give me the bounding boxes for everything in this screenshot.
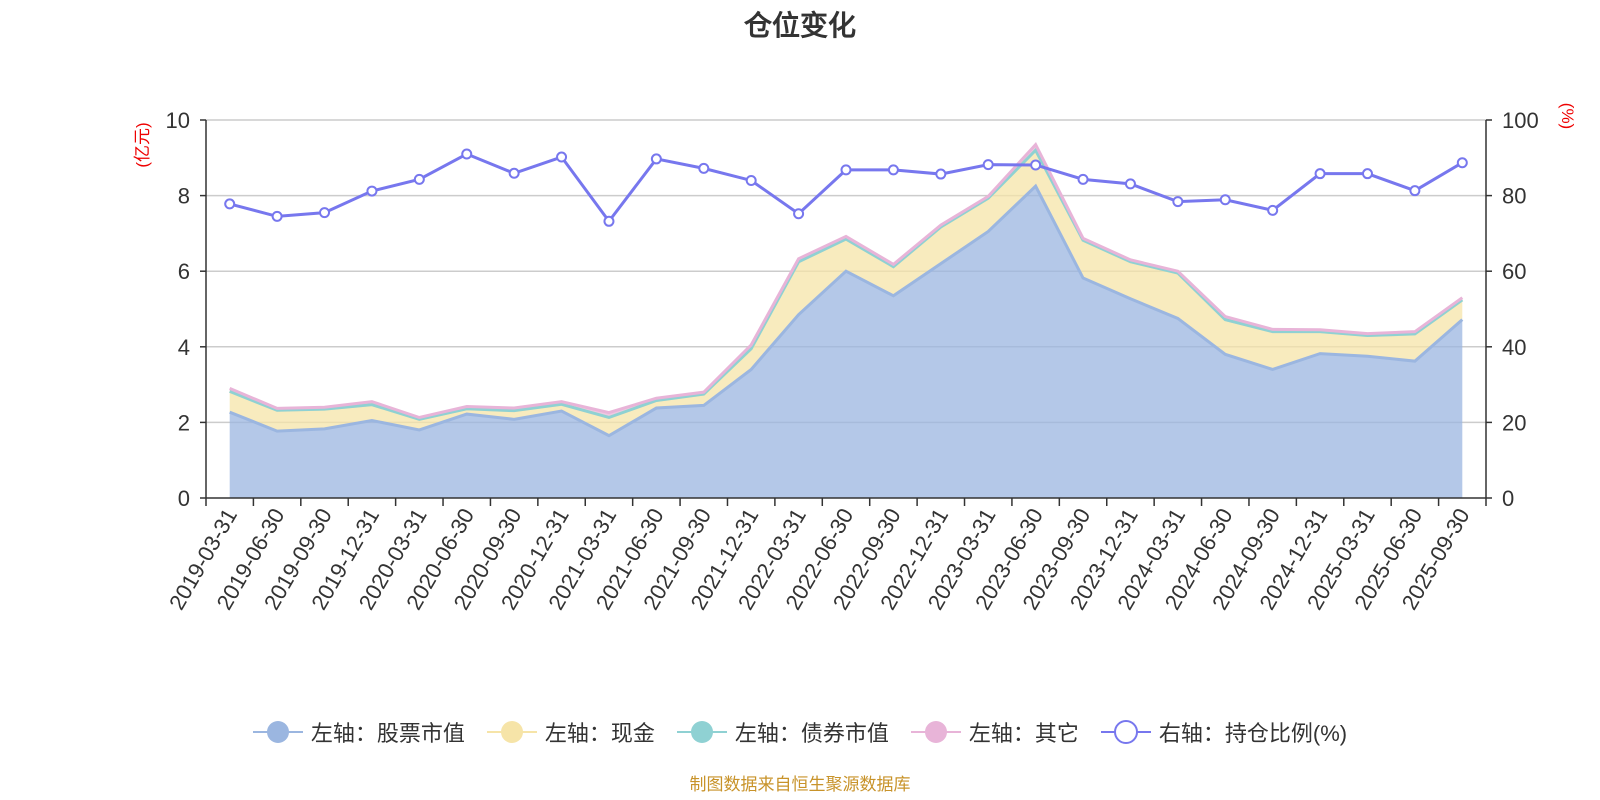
area-line-2 [229, 147, 1464, 421]
left-tick-label: 8 [178, 184, 190, 209]
ratio-point [556, 151, 568, 163]
ratio-point [461, 148, 473, 160]
legend-item[interactable]: 左轴：其它 [910, 716, 1079, 748]
area-line-0 [229, 183, 1464, 438]
legend-label: 左轴：股票市值 [310, 721, 465, 746]
ratio-point [1409, 185, 1421, 197]
ratio-point [1172, 196, 1184, 208]
ratio-point [887, 164, 899, 176]
left-tick-label: 6 [178, 259, 190, 284]
left-tick-label: 0 [178, 486, 190, 511]
legend-marker-icon [1100, 720, 1151, 744]
legend-label: 左轴：债券市值 [734, 721, 889, 746]
right-tick-label: 20 [1502, 410, 1526, 435]
legend-label: 右轴：持仓比例(%) [1158, 721, 1348, 746]
area-line-3 [229, 141, 1464, 420]
left-tick-label: 10 [166, 108, 190, 133]
right-tick-label: 40 [1502, 335, 1526, 360]
ratio-point [1267, 204, 1279, 216]
legend-item[interactable]: 左轴：现金 [486, 716, 655, 748]
legend-marker-icon [676, 721, 727, 743]
legend-label: 左轴：其它 [968, 721, 1079, 746]
stacked-areas [229, 144, 1463, 498]
left-tick-label: 2 [178, 410, 190, 435]
ratio-points [224, 148, 1468, 227]
legend-item[interactable]: 左轴：债券市值 [676, 716, 889, 748]
ratio-point [650, 153, 662, 165]
ratio-point [840, 164, 852, 176]
chart-title: 仓位变化 [743, 10, 856, 41]
ratio-point [1456, 157, 1468, 169]
left-tick-label: 4 [178, 335, 190, 360]
ratio-point [1314, 168, 1326, 180]
legend-item[interactable]: 左轴：股票市值 [252, 716, 465, 748]
right-tick-label: 0 [1502, 486, 1514, 511]
ratio-point [271, 210, 283, 222]
ratio-point [935, 168, 947, 180]
right-tick-label: 80 [1502, 184, 1526, 209]
ratio-point [1030, 159, 1042, 171]
ratio-point [982, 159, 994, 171]
ratio-point [224, 198, 236, 210]
ratio-point [1361, 168, 1373, 180]
ratio-point [366, 185, 378, 197]
legend-item[interactable]: 右轴：持仓比例(%) [1100, 716, 1348, 748]
area-0 [229, 186, 1463, 498]
ratio-point [793, 208, 805, 220]
right-axis-label: (%) [1558, 103, 1577, 129]
right-tick-label: 60 [1502, 259, 1526, 284]
ratio-point [745, 174, 757, 186]
legend: 左轴：股票市值 左轴：现金 左轴：债券市值 左轴：其它 右轴：持仓比例(%) [0, 716, 1600, 748]
ratio-point [1124, 178, 1136, 190]
legend-marker-icon [910, 721, 961, 743]
data-source-note: 制图数据来自恒生聚源数据库 [689, 775, 911, 794]
ratio-point [508, 167, 520, 179]
legend-marker-icon [486, 721, 537, 743]
legend-label: 左轴：现金 [544, 721, 655, 746]
ratio-point [1077, 173, 1089, 185]
ratio-point [319, 207, 331, 219]
right-tick-label: 100 [1502, 108, 1539, 133]
ratio-point [698, 162, 710, 174]
ratio-point [603, 215, 615, 227]
legend-marker-icon [252, 721, 303, 743]
left-axis-label: (亿元) [133, 122, 152, 167]
ratio-point [413, 173, 425, 185]
ratio-point [1219, 194, 1231, 206]
